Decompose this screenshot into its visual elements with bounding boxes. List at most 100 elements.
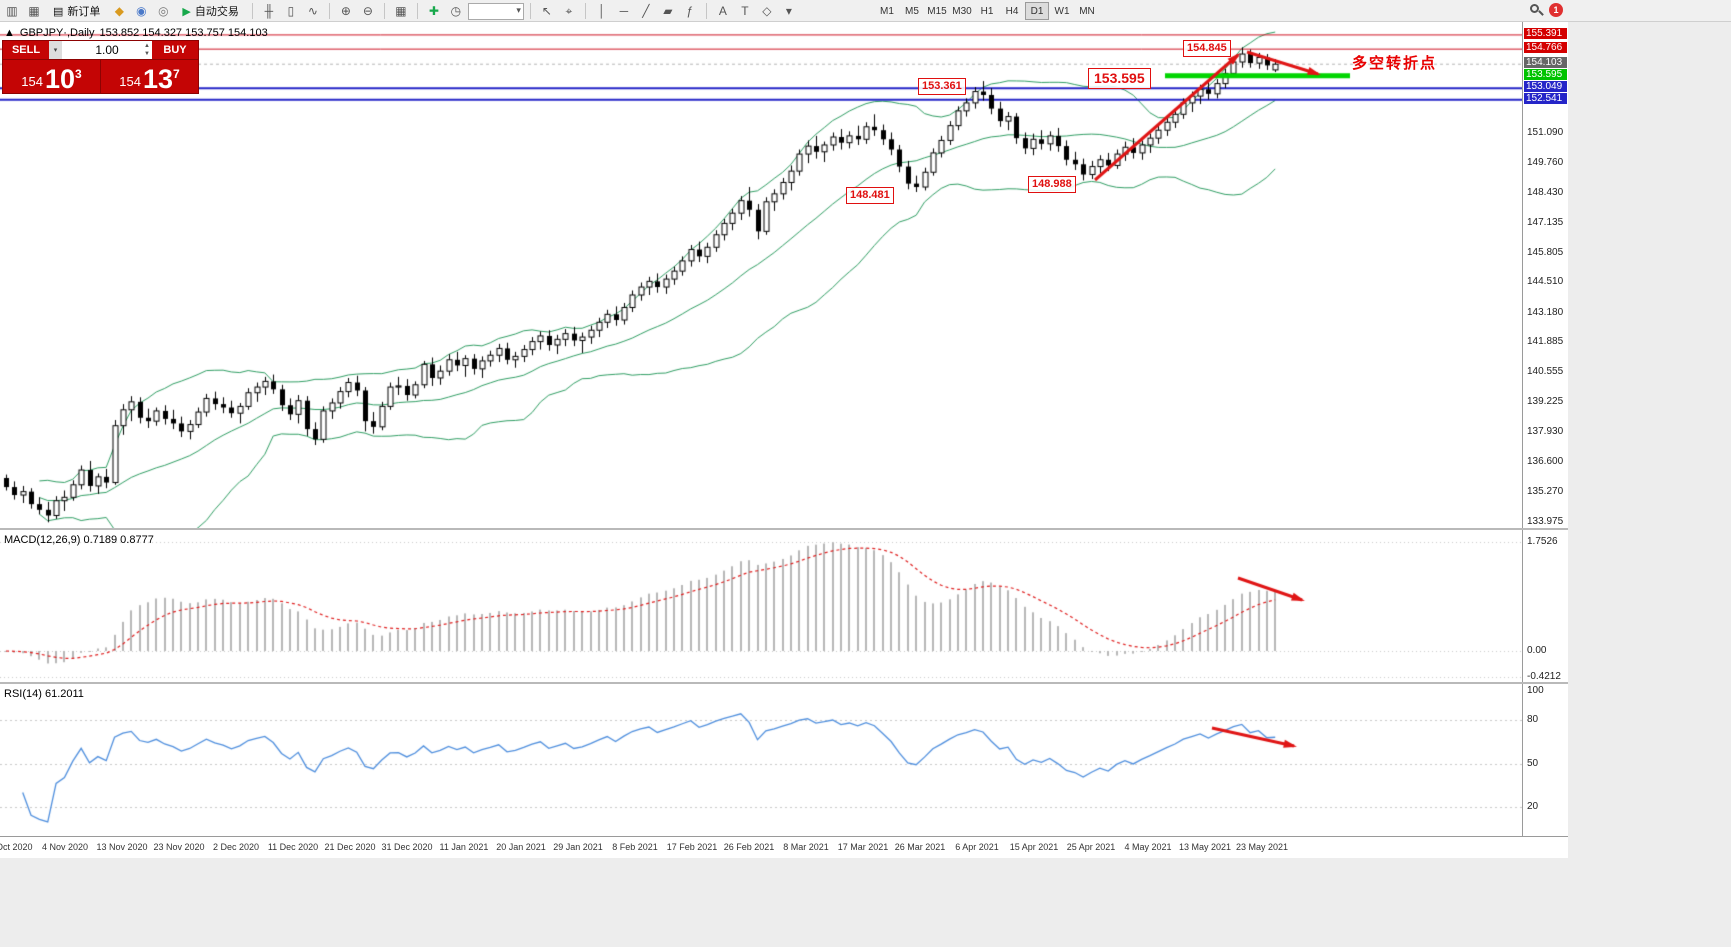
- macd-label: MACD(12,26,9) 0.7189 0.8777: [4, 534, 154, 546]
- chart-window: 151.090 149.760 148.430 147.135 145.805 144.5…: [0, 22, 1568, 858]
- date-label: 26 Oct 2020: [0, 842, 33, 852]
- panel-separator[interactable]: [0, 682, 1568, 684]
- profiles-icon[interactable]: ▦: [28, 4, 40, 18]
- template-dropdown[interactable]: ▾: [467, 2, 524, 20]
- timeframe-m1[interactable]: M1: [875, 2, 899, 20]
- price-tick: 137.930: [1527, 425, 1564, 437]
- rsi-label: RSI(14) 61.2011: [4, 688, 84, 700]
- bid-point: 3: [75, 67, 82, 81]
- date-label: 29 Jan 2021: [553, 842, 603, 852]
- chevron-down-icon: ▾: [516, 4, 521, 15]
- bid-price[interactable]: 154 10 3: [3, 60, 101, 93]
- tile-windows-icon[interactable]: ▦: [395, 4, 407, 18]
- buy-button[interactable]: BUY: [152, 41, 198, 59]
- collapse-panel-icon[interactable]: ▲: [4, 27, 15, 39]
- volume-value: 1.00: [95, 43, 119, 57]
- new-order-button[interactable]: ▤ 新订单: [46, 1, 107, 21]
- price-callout: 153.361: [918, 78, 966, 95]
- price-level-badge: 154.766: [1524, 42, 1567, 54]
- step-down-icon[interactable]: ▼: [144, 51, 150, 57]
- price-level-badge: 153.595: [1524, 68, 1567, 80]
- date-label: 20 Jan 2021: [496, 842, 546, 852]
- price-tick: 143.180: [1527, 306, 1564, 318]
- sell-button[interactable]: SELL: [3, 41, 49, 59]
- price-axis[interactable]: 151.090 149.760 148.430 147.135 145.805 144.5…: [1522, 22, 1568, 858]
- ask-price[interactable]: 154 13 7: [101, 60, 198, 93]
- price-tick: 144.510: [1527, 276, 1564, 288]
- cursor-icon[interactable]: ↖: [541, 4, 552, 18]
- bid-pips: 10: [44, 64, 76, 94]
- ask-pips: 13: [142, 64, 174, 94]
- indicators-icon[interactable]: ✚: [428, 4, 439, 18]
- timeframe-m15[interactable]: M15: [925, 2, 949, 20]
- date-label: 11 Jan 2021: [439, 842, 489, 852]
- price-tick: 141.885: [1527, 335, 1564, 347]
- date-label: 8 Mar 2021: [783, 842, 829, 852]
- arrow-dropdown-icon[interactable]: ▾: [785, 4, 792, 18]
- macd-canvas[interactable]: [0, 530, 1522, 682]
- price-tick: 151.090: [1527, 126, 1564, 138]
- search-icon[interactable]: [1530, 3, 1544, 17]
- price-level-badge: 152.541: [1524, 92, 1567, 104]
- text-icon[interactable]: A: [718, 4, 727, 18]
- zoom-in-icon[interactable]: ⊕: [340, 4, 351, 18]
- period-icon[interactable]: ◷: [450, 4, 462, 18]
- toolbar-separator: [705, 3, 707, 19]
- date-label: 4 May 2021: [1124, 842, 1172, 852]
- date-label: 26 Mar 2021: [894, 842, 946, 852]
- timeframe-d1[interactable]: D1: [1025, 2, 1049, 20]
- step-up-icon[interactable]: ▲: [144, 43, 150, 49]
- date-label: 11 Dec 2020: [267, 842, 319, 852]
- trade-options-chevron[interactable]: ▾: [49, 41, 62, 59]
- price-chart-canvas[interactable]: [0, 22, 1522, 528]
- vertical-line-icon[interactable]: │: [598, 4, 606, 18]
- price-callout: 148.988: [1028, 176, 1076, 193]
- volume-field[interactable]: 1.00 ▲ ▼: [62, 41, 152, 59]
- symbol-period-label: GBPJPY·,Daily: [19, 27, 95, 39]
- shapes-icon[interactable]: ◇: [762, 4, 772, 18]
- time-axis[interactable]: 26 Oct 2020 4 Nov 2020 13 Nov 2020 23 Nov 2…: [0, 836, 1568, 858]
- channel-icon[interactable]: ▰: [663, 4, 673, 18]
- timeframe-m30[interactable]: M30: [950, 2, 974, 20]
- volume-stepper[interactable]: ▲ ▼: [144, 42, 150, 58]
- toolbar-separator: [529, 3, 531, 19]
- bar-chart-icon[interactable]: ╫: [264, 4, 274, 18]
- timeframe-m5[interactable]: M5: [900, 2, 924, 20]
- toolbar: ▥ ▦ ▤ 新订单 ◆ ◉ ◎ ▶ 自动交易 ╫ ▯ ∿ ⊕ ⊖ ▦ ✚ ◷ ▾ ↖ ⌖ │ ─ ╱ ▰ ƒ A T ◇ ▾ M1 M5 M…: [0, 0, 1731, 22]
- rsi-tick: 50: [1527, 757, 1539, 769]
- text-label-icon[interactable]: T: [741, 4, 749, 18]
- candlestick-chart-icon[interactable]: ▯: [287, 4, 295, 18]
- data-window-icon[interactable]: ◉: [136, 4, 147, 18]
- date-label: 23 May 2021: [1235, 842, 1289, 852]
- price-tick: 135.270: [1527, 486, 1564, 498]
- date-label: 23 Nov 2020: [153, 842, 205, 852]
- trendline-icon[interactable]: ╱: [642, 4, 650, 18]
- panel-separator[interactable]: [0, 528, 1568, 530]
- turning-point-annotation: 多空转折点: [1352, 55, 1438, 72]
- price-tick: 139.225: [1527, 396, 1564, 408]
- date-label: 8 Feb 2021: [612, 842, 658, 852]
- autotrading-button[interactable]: ▶ 自动交易: [175, 1, 245, 21]
- market-watch-icon[interactable]: ◆: [114, 4, 125, 18]
- zoom-out-icon[interactable]: ⊖: [362, 4, 373, 18]
- date-label: 17 Mar 2021: [837, 842, 889, 852]
- timeframe-mn[interactable]: MN: [1075, 2, 1099, 20]
- navigator-icon[interactable]: ◎: [158, 4, 169, 18]
- notifications-badge[interactable]: 1: [1549, 3, 1563, 17]
- timeframe-h1[interactable]: H1: [975, 2, 999, 20]
- timeframe-h4[interactable]: H4: [1000, 2, 1024, 20]
- date-label: 25 Apr 2021: [1066, 842, 1116, 852]
- chart-title: ▲ GBPJPY·,Daily 153.852 154.327 153.757 15…: [4, 27, 268, 39]
- price-level-badge: 155.391: [1524, 27, 1567, 39]
- crosshair-icon[interactable]: ⌖: [565, 4, 573, 18]
- new-order-button-label: 新订单: [67, 6, 101, 18]
- new-chart-icon[interactable]: ▥: [6, 4, 18, 18]
- timeframe-toolbar: M1 M5 M15 M30 H1 H4 D1 W1 MN: [875, 2, 1099, 20]
- timeframe-w1[interactable]: W1: [1050, 2, 1074, 20]
- bid-whole: 154: [21, 74, 43, 89]
- new-order-button-icon: ▤: [53, 5, 64, 18]
- rsi-canvas[interactable]: [0, 684, 1522, 836]
- line-chart-icon[interactable]: ∿: [307, 4, 318, 18]
- horizontal-line-icon[interactable]: ─: [619, 4, 629, 18]
- fibonacci-icon[interactable]: ƒ: [686, 4, 694, 18]
